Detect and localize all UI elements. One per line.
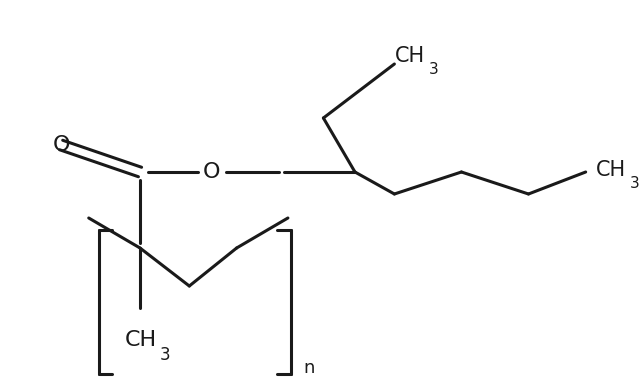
Text: 3: 3 bbox=[429, 62, 438, 77]
Text: CH: CH bbox=[395, 46, 425, 66]
Text: 3: 3 bbox=[630, 176, 640, 191]
Text: CH: CH bbox=[596, 160, 627, 180]
Text: CH: CH bbox=[125, 330, 157, 350]
Text: O: O bbox=[52, 135, 70, 155]
Text: 3: 3 bbox=[160, 346, 170, 364]
Text: n: n bbox=[303, 359, 314, 377]
Text: O: O bbox=[204, 162, 221, 182]
